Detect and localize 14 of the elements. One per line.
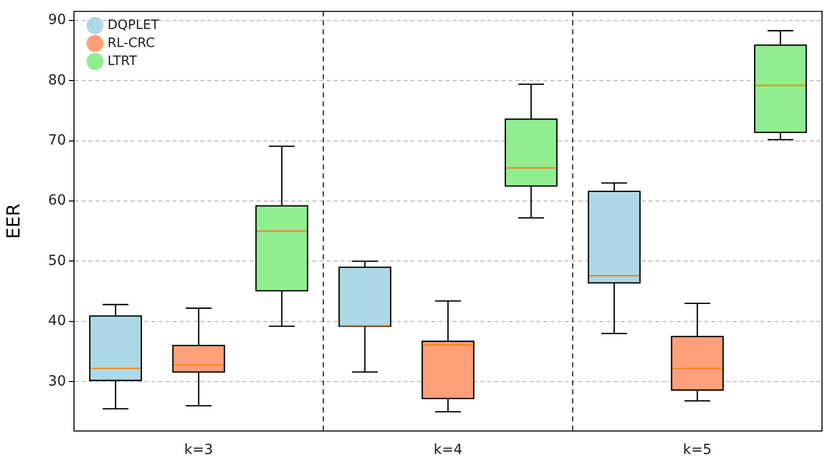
x-tick-label: k=3 xyxy=(184,442,214,458)
y-axis-title: EER xyxy=(3,204,24,239)
legend-label: LTRT xyxy=(108,54,137,69)
x-tick-label: k=4 xyxy=(434,442,462,458)
y-tick-label: 50 xyxy=(48,252,66,269)
y-tick-label: 30 xyxy=(48,373,66,390)
legend-label: RL-CRC xyxy=(108,36,155,51)
x-tick-label: k=5 xyxy=(682,442,712,458)
legend-label: DQPLET xyxy=(108,18,160,33)
y-tick-label: 40 xyxy=(48,313,66,330)
y-tick-label: 70 xyxy=(48,132,66,148)
y-tick-label: 90 xyxy=(48,12,66,28)
y-tick-label: 80 xyxy=(48,72,66,88)
y-tick-label: 60 xyxy=(48,192,66,209)
